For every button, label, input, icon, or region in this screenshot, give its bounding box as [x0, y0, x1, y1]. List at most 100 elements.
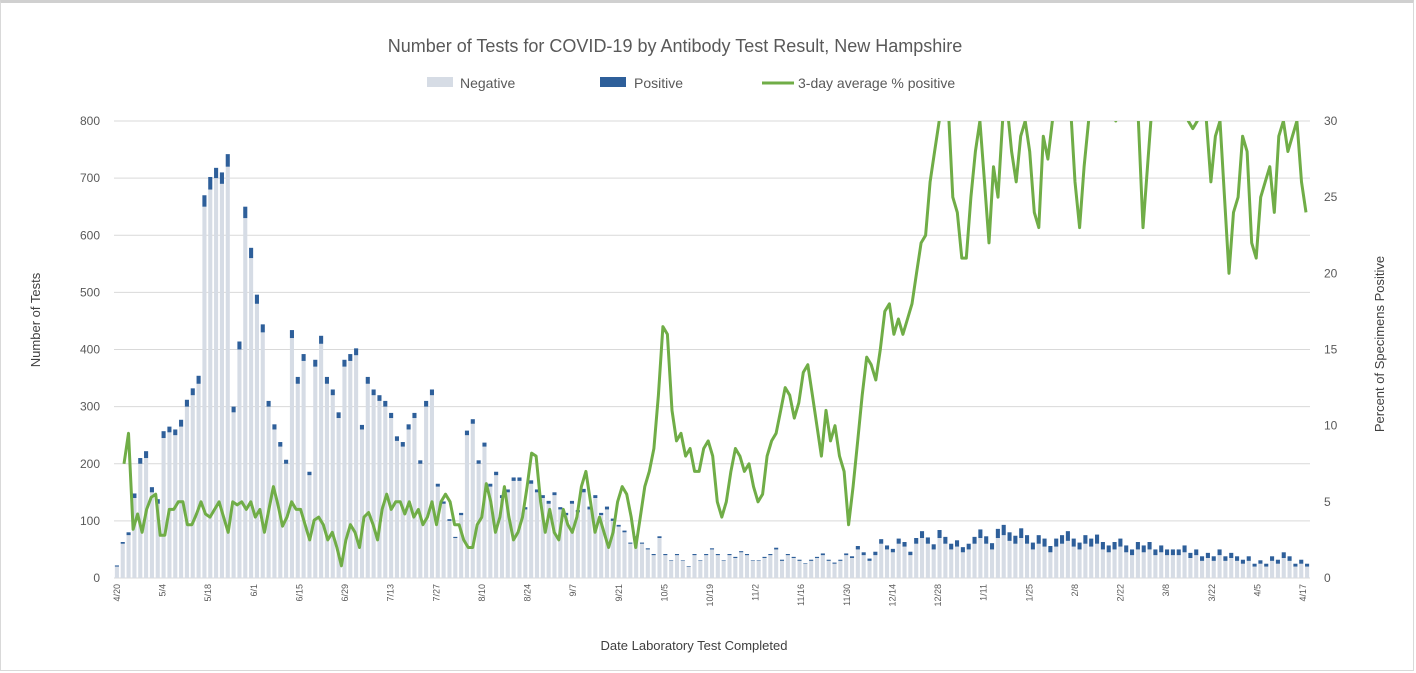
bar-negative	[529, 483, 534, 578]
x-tick-label: 6/29	[340, 584, 350, 602]
bar-positive	[674, 554, 680, 556]
bar-negative	[464, 435, 470, 578]
bar-positive	[167, 426, 172, 433]
bar-positive	[1170, 549, 1175, 556]
bar-negative	[249, 258, 254, 578]
bar-positive	[954, 540, 960, 547]
bar-positive	[599, 512, 604, 516]
bar-positive	[756, 560, 761, 561]
bar-positive	[1223, 556, 1228, 561]
bar-positive	[984, 536, 989, 544]
bar-negative	[663, 555, 668, 578]
bar-positive	[1054, 538, 1059, 547]
bar-negative	[488, 486, 493, 578]
bar-positive	[453, 536, 458, 539]
bar-negative	[330, 395, 335, 578]
x-tick-label: 1/25	[1024, 584, 1034, 602]
bar-negative	[295, 383, 300, 578]
bar-negative	[1100, 549, 1105, 578]
bar-negative	[692, 555, 697, 578]
bar-positive	[424, 400, 429, 407]
bar-negative	[954, 546, 960, 578]
bar-negative	[989, 549, 995, 578]
bar-negative	[1176, 555, 1181, 578]
bar-positive	[505, 489, 510, 493]
bar-positive	[704, 554, 709, 556]
bar-negative	[435, 486, 440, 578]
bar-negative	[1025, 543, 1030, 578]
bar-negative	[709, 549, 715, 578]
bar-positive	[546, 500, 551, 504]
bar-negative	[1281, 558, 1286, 578]
y-tick-label: 200	[80, 457, 100, 471]
bar-negative	[744, 555, 750, 578]
series-line-pct-positive	[122, 121, 1308, 568]
bar-positive	[820, 553, 825, 556]
bar-positive	[581, 488, 586, 493]
bar-negative	[814, 558, 820, 578]
bar-negative	[208, 189, 213, 579]
x-tick-label: 8/10	[477, 584, 487, 602]
bar-negative	[202, 206, 207, 578]
bar-positive	[750, 560, 755, 561]
bar-positive	[914, 538, 919, 544]
bar-negative	[966, 549, 971, 578]
bar-positive	[470, 419, 475, 424]
x-tick-label: 4/17	[1298, 584, 1308, 602]
bar-positive	[435, 483, 440, 487]
bar-positive	[826, 559, 831, 561]
x-tick-label: 9/21	[614, 584, 624, 602]
bar-negative	[698, 560, 703, 578]
bar-positive	[447, 519, 452, 521]
bar-negative	[505, 492, 510, 578]
bar-negative	[429, 395, 435, 578]
bar-positive	[552, 492, 557, 496]
line-layer	[122, 121, 1308, 568]
bar-positive	[1165, 549, 1170, 556]
bar-positive	[225, 154, 230, 167]
bar-negative	[785, 555, 790, 578]
bar-positive	[266, 400, 271, 407]
bar-positive	[179, 419, 184, 427]
bar-negative	[943, 543, 948, 578]
bar-positive	[785, 554, 790, 556]
bar-negative	[365, 383, 370, 578]
bar-negative	[336, 418, 341, 578]
x-tick-label: 6/15	[294, 584, 304, 602]
bar-negative	[686, 566, 691, 578]
bar-positive	[371, 389, 376, 396]
y2-tick-label: 20	[1324, 266, 1338, 280]
bar-positive	[1042, 538, 1047, 547]
bar-positive	[1159, 545, 1164, 553]
bar-negative	[371, 395, 376, 578]
bar-negative	[1252, 566, 1257, 578]
bar-negative	[610, 520, 615, 578]
bar-positive	[902, 542, 907, 547]
bar-positive	[144, 451, 149, 459]
legend-swatch-negative	[427, 77, 453, 87]
bar-negative	[1205, 558, 1210, 578]
bar-positive	[1200, 556, 1205, 561]
bar-negative	[225, 166, 230, 578]
bar-negative	[1077, 549, 1082, 578]
bar-positive	[383, 400, 388, 407]
bar-positive	[1264, 563, 1269, 567]
bar-positive	[488, 483, 493, 487]
bar-negative	[1106, 552, 1111, 578]
bar-positive	[301, 354, 306, 361]
bar-negative	[1147, 549, 1152, 578]
bar-negative	[809, 560, 814, 578]
bar-positive	[441, 501, 446, 504]
x-tick-label: 4/20	[112, 584, 122, 602]
bar-negative	[879, 543, 884, 578]
bar-negative	[1264, 566, 1269, 578]
bar-positive	[569, 500, 575, 504]
bar-negative	[184, 406, 189, 578]
bar-positive	[919, 531, 925, 539]
bar-positive	[1281, 552, 1286, 559]
bar-negative	[470, 423, 475, 578]
x-tick-label: 12/14	[887, 584, 897, 607]
bar-negative	[1030, 549, 1035, 578]
bar-negative	[319, 343, 324, 578]
bar-positive	[657, 536, 662, 539]
